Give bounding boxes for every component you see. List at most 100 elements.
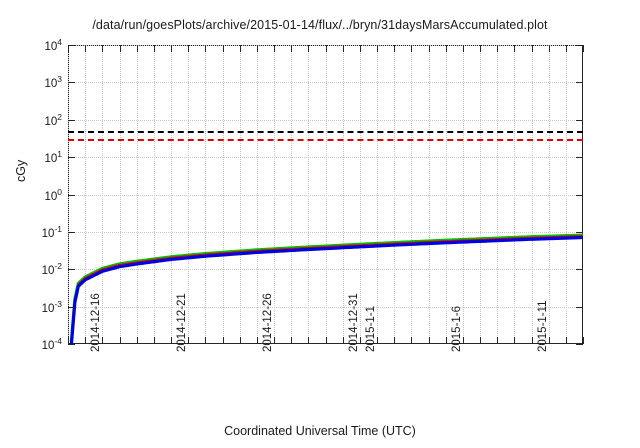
x-axis-tick-top: [480, 45, 481, 52]
x-axis-tick: [308, 337, 310, 344]
y-axis-tick-right: [576, 194, 583, 196]
gridline-vertical: [136, 45, 138, 344]
y-axis-tick: [68, 231, 75, 233]
x-axis-tick-top: [239, 45, 241, 52]
gridline-vertical: [531, 45, 533, 344]
x-axis-tick: [445, 337, 447, 344]
x-axis-tick-top: [359, 45, 361, 52]
x-axis-tick: [411, 337, 413, 344]
x-axis-tick-top: [274, 45, 275, 52]
y-axis-tick-right: [576, 269, 583, 271]
x-axis-tick: [342, 337, 344, 344]
gridline-vertical: [445, 45, 447, 344]
x-axis-tick-top: [342, 45, 344, 52]
x-axis-tick-top: [325, 45, 327, 52]
x-axis-tick-top: [497, 45, 499, 52]
green-curve: [69, 233, 583, 343]
gridline-vertical: [119, 45, 121, 344]
y-axis-label: 102: [44, 111, 62, 128]
gridline-vertical: [308, 45, 310, 344]
gridline-vertical: [256, 45, 258, 344]
x-axis-tick: [462, 337, 464, 344]
gridline-vertical: [565, 45, 567, 344]
x-axis-tick: [136, 337, 138, 344]
y-axis-label: 10-1: [41, 223, 62, 240]
y-axis-tick-right: [576, 157, 583, 159]
gridline-vertical: [462, 45, 464, 344]
gridline-vertical: [171, 45, 172, 344]
x-axis-tick: [274, 337, 275, 344]
blue-curve: [69, 235, 583, 344]
x-axis-tick-top: [565, 45, 567, 52]
x-axis-tick: [480, 337, 481, 344]
x-axis-tick: [497, 337, 499, 344]
x-axis-tick: [565, 337, 567, 344]
y-axis-title: cGy: [14, 159, 28, 182]
x-axis-tick-top: [119, 45, 121, 52]
y-axis-label: 101: [44, 149, 62, 165]
plot-title: /data/run/goesPlots/archive/2015-01-14/f…: [92, 18, 548, 32]
x-axis-tick: [85, 337, 87, 344]
gridline-vertical: [274, 45, 275, 344]
x-axis-tick-top: [222, 45, 224, 52]
x-axis-tick-top: [462, 45, 464, 52]
x-axis-tick: [531, 337, 533, 344]
x-axis-tick: [171, 337, 172, 344]
x-axis-tick: [325, 337, 327, 344]
gridline-vertical: [85, 45, 87, 344]
x-axis-tick: [428, 337, 430, 344]
plot-area: [68, 45, 583, 344]
x-axis-tick: [359, 337, 361, 344]
x-axis-tick: [514, 337, 516, 344]
x-axis-tick-top: [308, 45, 310, 52]
gridline-vertical: [359, 45, 361, 344]
x-axis-title: Coordinated Universal Time (UTC): [224, 424, 416, 438]
gridline-vertical: [548, 45, 550, 344]
gridline-vertical: [153, 45, 155, 344]
x-axis-tick: [377, 337, 378, 344]
red-threshold: [68, 139, 583, 142]
gridline-vertical: [102, 45, 104, 344]
y-axis-tick-right: [576, 82, 583, 84]
x-axis-tick: [153, 337, 155, 344]
y-axis-tick: [68, 269, 75, 271]
x-axis-label: 2015-1-11: [536, 300, 549, 352]
x-axis-tick: [222, 337, 224, 344]
x-axis-tick-top: [136, 45, 138, 52]
x-axis-tick-top: [171, 45, 172, 52]
data-curves: [69, 233, 583, 344]
gridline-vertical: [428, 45, 430, 344]
x-axis-tick: [119, 337, 121, 344]
gridline-vertical: [188, 45, 190, 344]
x-axis-tick-top: [548, 45, 550, 52]
y-axis-tick-right: [576, 344, 583, 345]
x-axis-tick-top: [188, 45, 190, 52]
x-axis-tick-top: [205, 45, 207, 52]
y-axis-tick: [68, 344, 75, 345]
gridline-vertical: [342, 45, 344, 344]
y-axis-label: 10-4: [41, 336, 62, 352]
gridline-vertical: [377, 45, 378, 344]
y-axis-tick-right: [576, 231, 583, 233]
y-axis-tick: [68, 119, 75, 121]
x-axis-tick: [583, 337, 584, 344]
gridline-vertical: [325, 45, 327, 344]
x-axis-tick-top: [583, 45, 584, 52]
gridline-vertical: [394, 45, 396, 344]
x-axis-tick: [256, 337, 258, 344]
y-axis-tick: [68, 82, 75, 84]
x-axis-label: 2014-12-31: [347, 293, 360, 352]
x-axis-tick: [394, 337, 396, 344]
y-axis-tick: [68, 306, 75, 308]
gridline-vertical: [497, 45, 499, 344]
x-axis-tick-top: [85, 45, 87, 52]
x-axis-tick-top: [68, 45, 69, 52]
x-axis-tick: [291, 337, 293, 344]
y-axis-label: 10-3: [41, 298, 62, 315]
y-axis-tick: [68, 194, 75, 196]
y-axis-tick: [68, 45, 75, 46]
gridline-vertical: [291, 45, 293, 344]
x-axis-tick-top: [428, 45, 430, 52]
x-axis-tick-top: [411, 45, 413, 52]
